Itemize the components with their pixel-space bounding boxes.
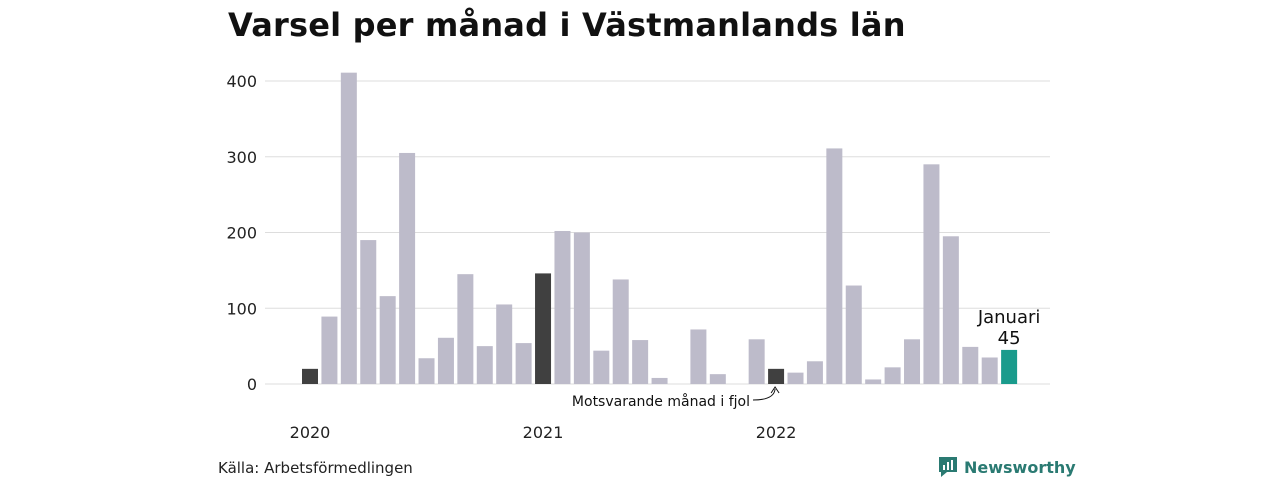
- brand-logo: Newsworthy: [938, 456, 1076, 478]
- newsworthy-logo-icon: [939, 457, 957, 477]
- source-note: Källa: Arbetsförmedlingen: [218, 459, 413, 477]
- y-tick-label: 100: [226, 299, 257, 318]
- bar: [768, 368, 785, 384]
- bar: [904, 339, 921, 384]
- x-year-label: 2022: [756, 423, 797, 442]
- bar: [806, 361, 823, 384]
- bar: [437, 337, 454, 384]
- bar: [690, 329, 707, 384]
- bar: [865, 379, 882, 384]
- bar: [360, 240, 377, 384]
- bar: [515, 343, 532, 384]
- y-axis-ticks: 0 100 200 300 400: [226, 72, 257, 394]
- bar: [748, 339, 765, 384]
- bar: [1001, 349, 1018, 384]
- bar: [651, 377, 668, 384]
- x-axis-year-labels: 2020 2021 2022: [290, 423, 797, 442]
- bar: [632, 340, 649, 384]
- y-tick-label: 300: [226, 148, 257, 167]
- bar: [476, 346, 493, 384]
- bar: [942, 236, 959, 384]
- bar: [787, 372, 804, 384]
- x-year-label: 2021: [523, 423, 564, 442]
- chart-title: Varsel per månad i Västmanlands län: [228, 6, 906, 44]
- y-tick-label: 200: [226, 224, 257, 243]
- y-tick-label: 0: [247, 375, 257, 394]
- x-year-label: 2020: [290, 423, 331, 442]
- bar: [826, 148, 843, 384]
- bar: [962, 346, 979, 384]
- bar: [399, 152, 416, 384]
- bar: [573, 232, 590, 384]
- bar: [340, 72, 357, 384]
- bar: [923, 164, 940, 384]
- bar: [884, 367, 901, 384]
- bar: [496, 304, 513, 384]
- bars: [302, 72, 1018, 384]
- bar: [379, 296, 396, 384]
- y-tick-label: 400: [226, 72, 257, 91]
- brand-name: Newsworthy: [964, 457, 1076, 477]
- bar: [535, 273, 552, 384]
- bar: [302, 368, 318, 384]
- comparison-annotation: Motsvarande månad i fjol: [572, 393, 750, 410]
- annotation-arrowhead: [770, 386, 780, 394]
- highlight-month-label: Januari: [977, 307, 1041, 328]
- bar: [709, 374, 726, 384]
- bar: [321, 316, 338, 384]
- bar: [981, 357, 998, 384]
- bar: [593, 350, 610, 384]
- bar: [612, 279, 629, 384]
- bar: [457, 274, 474, 384]
- annotation-arrow: [752, 388, 776, 401]
- highlight-value-label: 45: [998, 328, 1021, 349]
- bar: [418, 358, 435, 384]
- bar: [845, 285, 862, 384]
- bar: [554, 230, 571, 384]
